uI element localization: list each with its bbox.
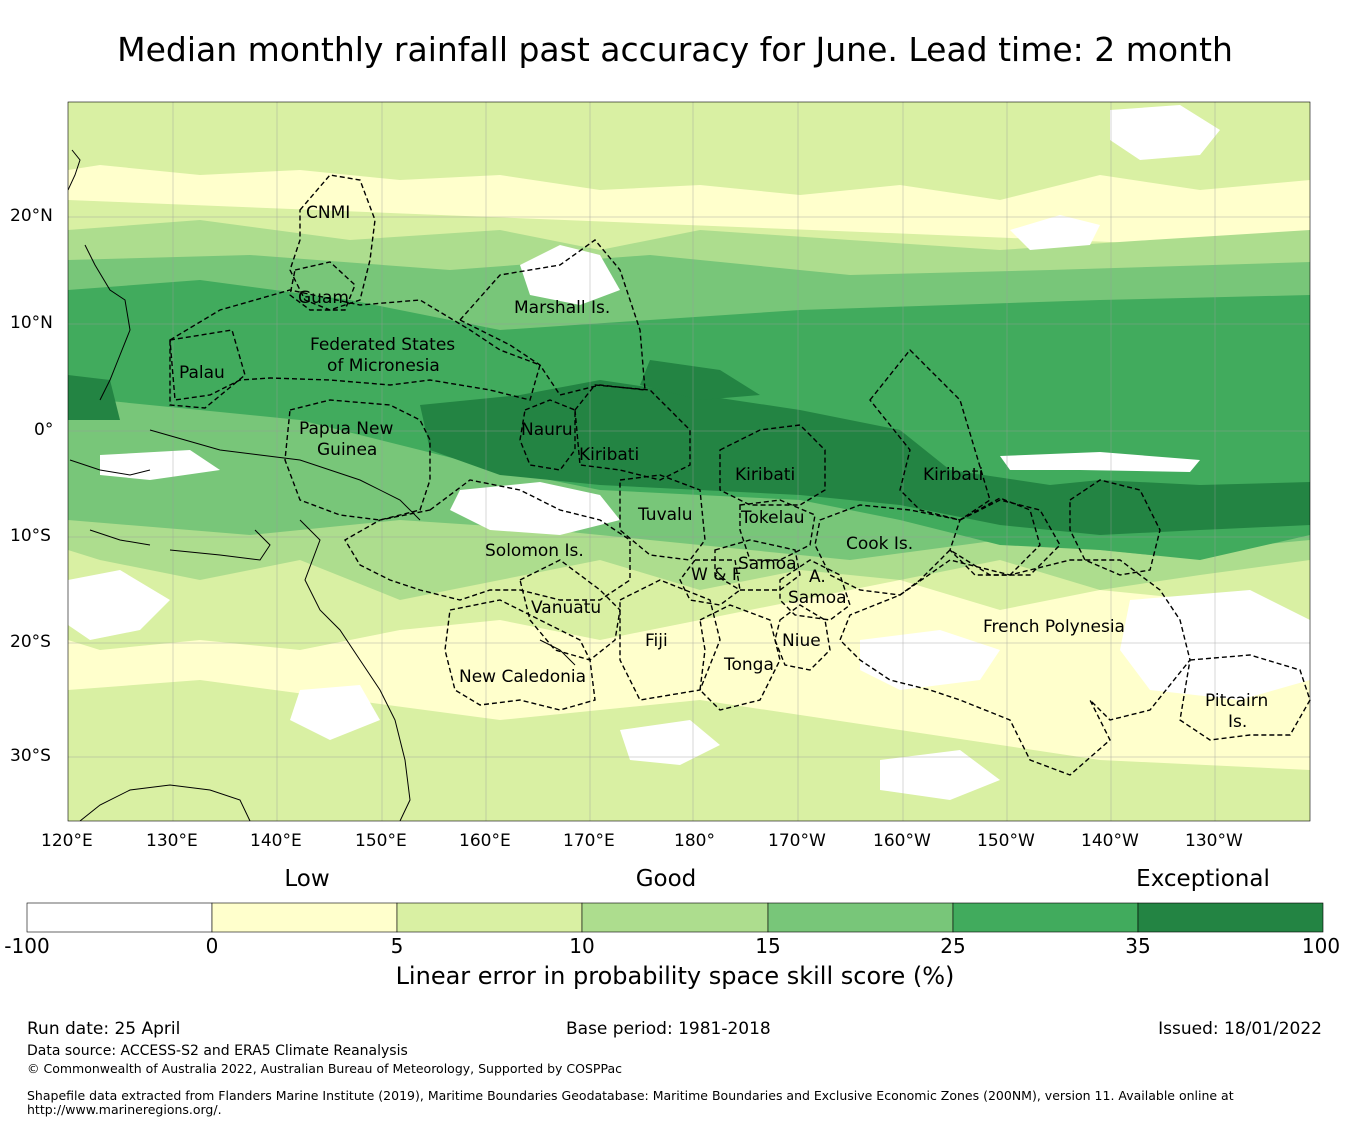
region-label: Marshall Is. xyxy=(514,298,611,318)
lon-tick: 170°E xyxy=(563,831,615,851)
run-date: Run date: 25 April xyxy=(27,1019,181,1039)
base-period: Base period: 1981-2018 xyxy=(566,1019,771,1039)
colorbar-bin-1 xyxy=(26,902,213,933)
lat-tick: 20°N xyxy=(10,206,53,226)
region-label: of Micronesia xyxy=(327,356,440,376)
lon-tick: 140°W xyxy=(1081,831,1139,851)
region-label: W & F xyxy=(691,565,742,585)
region-label: Guam xyxy=(298,288,349,308)
region-label: Kiribati xyxy=(735,465,796,485)
colorbar-tick: -100 xyxy=(4,934,50,958)
region-label: A. xyxy=(809,567,826,587)
legend-level-good: Good xyxy=(635,866,697,892)
region-label: French Polynesia xyxy=(983,617,1125,637)
coastlines xyxy=(68,149,576,821)
region-label: Kiribati xyxy=(579,445,640,465)
region-label: Papua New xyxy=(299,419,394,439)
colorbar-tick: 15 xyxy=(755,934,781,958)
region-label: New Caledonia xyxy=(459,667,587,687)
lon-tick: 150°W xyxy=(977,831,1035,851)
shapefile-url: http://www.marineregions.org/. xyxy=(27,1102,222,1117)
lon-tick: 160°W xyxy=(873,831,931,851)
colorbar-tick: 35 xyxy=(1125,934,1151,958)
region-label: Tokelau xyxy=(741,508,805,528)
colorbar-label: Linear error in probability space skill … xyxy=(395,962,955,990)
lon-tick: 170°W xyxy=(768,831,826,851)
lat-tick: 0° xyxy=(34,420,54,440)
map-title: Median monthly rainfall past accuracy fo… xyxy=(117,30,1233,69)
map-frame xyxy=(67,101,1311,822)
lon-tick: 120°E xyxy=(41,831,93,851)
lon-tick: 140°E xyxy=(250,831,302,851)
legend-level-exceptional: Exceptional xyxy=(1136,866,1270,892)
skill-field xyxy=(68,102,1310,821)
region-label: Nauru xyxy=(521,420,573,440)
region-label: Fiji xyxy=(645,631,668,651)
colorbar-tick: 5 xyxy=(390,934,404,958)
colorbar-tick: 25 xyxy=(940,934,966,958)
shapefile-credit: Shapefile data extracted from Flanders M… xyxy=(27,1088,1234,1103)
region-label: Kiribati xyxy=(923,465,984,485)
region-label: Is. xyxy=(1228,712,1248,732)
colorbar-tick: 10 xyxy=(569,934,595,958)
gridlines xyxy=(68,102,1310,821)
data-source: Data source: ACCESS-S2 and ERA5 Climate … xyxy=(27,1043,408,1059)
region-label: Pitcairn xyxy=(1205,691,1269,711)
lon-tick: 130°E xyxy=(146,831,198,851)
legend-level-low: Low xyxy=(284,866,330,892)
colorbar-tick: 0 xyxy=(205,934,219,958)
lon-tick: 150°E xyxy=(355,831,407,851)
colorbar xyxy=(26,902,1324,933)
region-label: Samoa xyxy=(738,554,797,574)
eez-boundaries xyxy=(169,174,1311,776)
colorbar-bin-3 xyxy=(396,902,583,933)
lon-tick: 130°W xyxy=(1185,831,1243,851)
lat-tick: 20°S xyxy=(10,632,51,652)
lon-tick: 180° xyxy=(674,831,715,851)
region-label: Cook Is. xyxy=(846,534,914,554)
issued-date: Issued: 18/01/2022 xyxy=(1158,1019,1322,1039)
lat-tick: 10°S xyxy=(10,526,51,546)
lat-tick: 10°N xyxy=(10,313,53,333)
colorbar-tick: 100 xyxy=(1301,934,1341,958)
colorbar-bin-2 xyxy=(211,902,398,933)
region-label: Niue xyxy=(782,631,821,651)
colorbar-bin-4 xyxy=(581,902,769,933)
region-label: Solomon Is. xyxy=(485,541,584,561)
region-label: CNMI xyxy=(306,203,351,223)
region-label: Guinea xyxy=(317,440,378,460)
colorbar-bin-5 xyxy=(767,902,954,933)
copyright: © Commonwealth of Australia 2022, Austra… xyxy=(27,1061,622,1076)
lat-tick: 30°S xyxy=(10,746,51,766)
region-label: Federated States xyxy=(310,335,456,355)
colorbar-bin-7 xyxy=(1137,902,1324,933)
region-label: Vanuatu xyxy=(531,598,602,618)
region-label: Samoa xyxy=(788,588,847,608)
lon-tick: 160°E xyxy=(459,831,511,851)
region-label: Tonga xyxy=(724,655,774,675)
region-label: Tuvalu xyxy=(638,505,693,525)
colorbar-bin-6 xyxy=(952,902,1139,933)
region-label: Palau xyxy=(179,363,225,383)
